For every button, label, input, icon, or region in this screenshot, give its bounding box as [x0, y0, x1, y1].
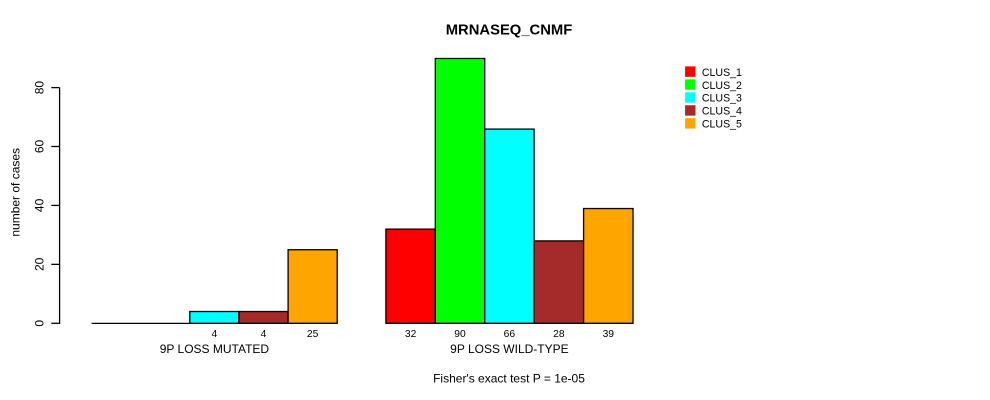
svg-text:0: 0 — [32, 320, 46, 327]
svg-text:CLUS_3: CLUS_3 — [702, 93, 742, 105]
svg-text:66: 66 — [504, 329, 516, 340]
svg-text:39: 39 — [603, 329, 615, 340]
svg-text:9P LOSS MUTATED: 9P LOSS MUTATED — [160, 342, 270, 356]
svg-text:4: 4 — [212, 329, 218, 340]
svg-text:MRNASEQ_CNMF: MRNASEQ_CNMF — [446, 23, 573, 39]
svg-text:90: 90 — [454, 329, 466, 340]
svg-text:40: 40 — [32, 198, 46, 212]
svg-text:60: 60 — [32, 140, 46, 154]
svg-text:CLUS_4: CLUS_4 — [702, 106, 742, 118]
svg-text:Fisher's exact test P = 1e-05: Fisher's exact test P = 1e-05 — [433, 371, 585, 385]
svg-text:80: 80 — [32, 81, 46, 95]
svg-text:28: 28 — [553, 329, 565, 340]
svg-text:20: 20 — [32, 257, 46, 271]
svg-text:32: 32 — [405, 329, 417, 340]
svg-text:CLUS_5: CLUS_5 — [702, 119, 742, 131]
svg-text:4: 4 — [261, 329, 267, 340]
svg-text:CLUS_2: CLUS_2 — [702, 80, 742, 92]
svg-text:CLUS_1: CLUS_1 — [702, 67, 742, 79]
svg-text:9P LOSS WILD-TYPE: 9P LOSS WILD-TYPE — [450, 342, 568, 356]
svg-text:number of cases: number of cases — [8, 148, 22, 237]
svg-text:25: 25 — [307, 329, 319, 340]
